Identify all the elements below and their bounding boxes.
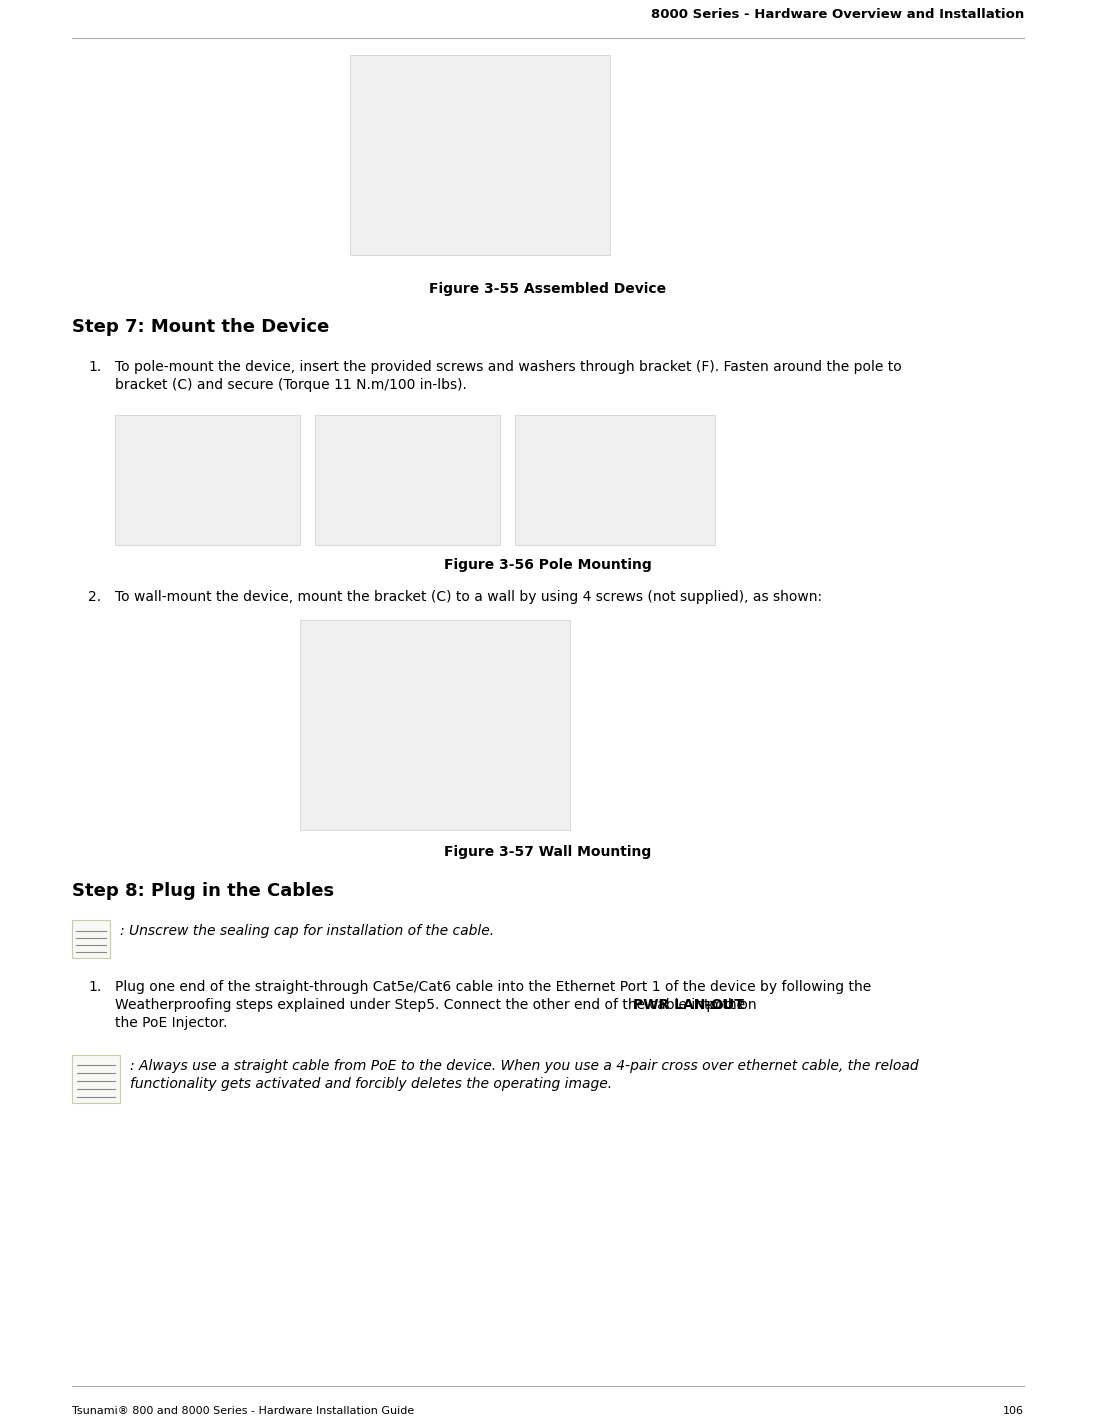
Text: : Unscrew the sealing cap for installation of the cable.: : Unscrew the sealing cap for installati… [119, 924, 494, 938]
Bar [300, 620, 570, 830]
Text: port on: port on [703, 998, 757, 1012]
Bar [115, 415, 300, 545]
Bar [315, 415, 500, 545]
Bar [515, 415, 715, 545]
Text: Plug one end of the straight-through Cat5e/Cat6 cable into the Ethernet Port 1 o: Plug one end of the straight-through Cat… [115, 980, 871, 994]
Text: PWR LAN-OUT: PWR LAN-OUT [633, 998, 744, 1012]
Text: 1.: 1. [88, 359, 101, 374]
Text: functionality gets activated and forcibly deletes the operating image.: functionality gets activated and forcibl… [130, 1077, 613, 1091]
Text: 2.: 2. [88, 590, 101, 605]
Text: Figure 3-55 Assembled Device: Figure 3-55 Assembled Device [430, 282, 666, 297]
Text: bracket (C) and secure (Torque 11 N.m/100 in-lbs).: bracket (C) and secure (Torque 11 N.m/10… [115, 378, 467, 392]
Text: : Always use a straight cable from PoE to the device. When you use a 4-pair cros: : Always use a straight cable from PoE t… [130, 1060, 918, 1072]
Text: Tsunami® 800 and 8000 Series - Hardware Installation Guide: Tsunami® 800 and 8000 Series - Hardware … [72, 1406, 414, 1416]
Text: the PoE Injector.: the PoE Injector. [115, 1015, 227, 1030]
Text: 8000 Series - Hardware Overview and Installation: 8000 Series - Hardware Overview and Inst… [651, 9, 1024, 21]
Text: Weatherproofing steps explained under Step5. Connect the other end of the cable : Weatherproofing steps explained under St… [115, 998, 750, 1012]
Text: To wall-mount the device, mount the bracket (C) to a wall by using 4 screws (not: To wall-mount the device, mount the brac… [115, 590, 822, 605]
Text: 106: 106 [1003, 1406, 1024, 1416]
Bar [350, 56, 610, 255]
Text: To pole-mount the device, insert the provided screws and washers through bracket: To pole-mount the device, insert the pro… [115, 359, 902, 374]
Bar [72, 920, 110, 958]
Text: Figure 3-57 Wall Mounting: Figure 3-57 Wall Mounting [444, 846, 652, 858]
Bar [72, 1055, 119, 1102]
Text: 1.: 1. [88, 980, 101, 994]
Text: Step 7: Mount the Device: Step 7: Mount the Device [72, 318, 329, 337]
Text: Figure 3-56 Pole Mounting: Figure 3-56 Pole Mounting [444, 558, 652, 572]
Text: Step 8: Plug in the Cables: Step 8: Plug in the Cables [72, 883, 334, 900]
